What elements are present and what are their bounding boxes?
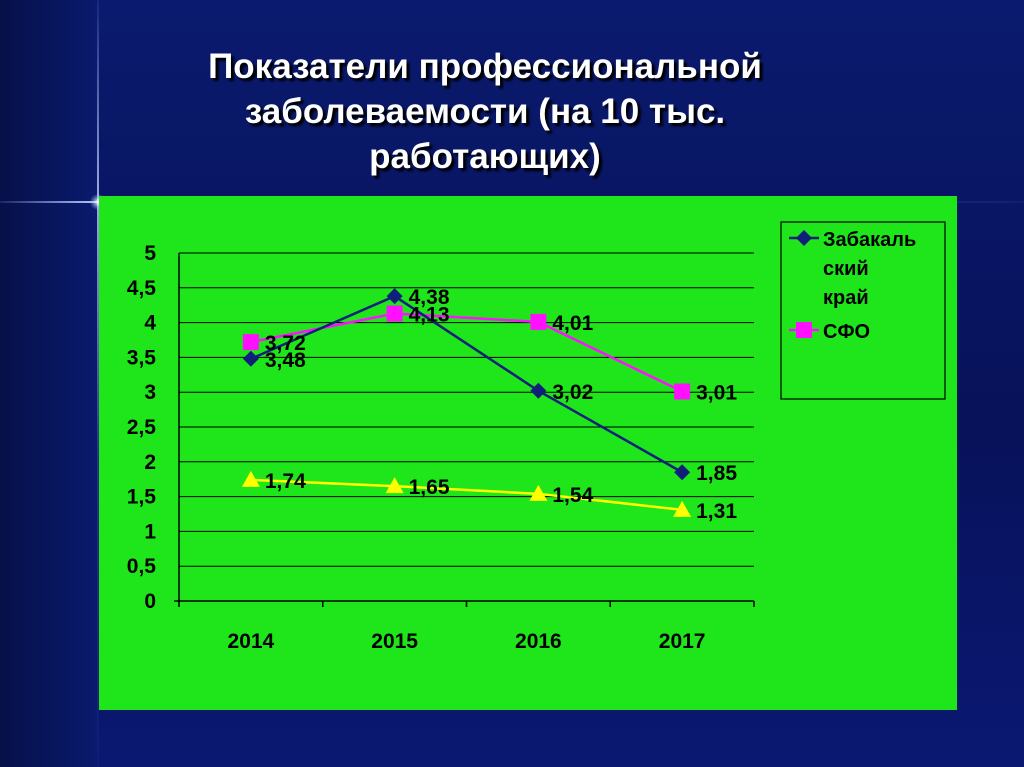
- data-label: 1,85: [696, 462, 737, 485]
- x-tick-label: 2017: [659, 630, 706, 653]
- data-label: 3,72: [265, 332, 306, 355]
- data-point: [673, 500, 692, 517]
- data-label: 1,54: [552, 484, 593, 507]
- data-label: 1,31: [696, 500, 737, 523]
- legend-label: СФО: [823, 321, 870, 343]
- series-line: [250, 478, 683, 512]
- series-line: [250, 294, 683, 474]
- y-tick-label: 0,5: [127, 555, 157, 578]
- legend-marker: [796, 322, 812, 338]
- data-label: 4,13: [409, 304, 450, 327]
- data-point: [242, 334, 259, 351]
- data-point: [385, 477, 404, 494]
- data-point: [529, 484, 548, 501]
- slide-title-line-1: Показатели профессиональной: [208, 47, 762, 86]
- legend-label: ский: [823, 258, 869, 280]
- y-tick-label: 0: [144, 590, 156, 613]
- y-tick-label: 3,5: [127, 346, 157, 369]
- slide-title-line-2: заболеваемости (на 10 тыс.: [244, 92, 726, 131]
- data-label: 1,65: [409, 476, 450, 499]
- slide-title: Показатели профессиональной заболеваемос…: [140, 44, 830, 179]
- chart-panel: 0 0,5 1 1,5 2 2,5 3 3,5 4 4,5 5 2014 2015 2016 2017 3,4…: [99, 196, 957, 710]
- legend-box: [780, 221, 946, 400]
- y-tick-label: 4,5: [127, 277, 157, 300]
- data-point: [242, 350, 259, 367]
- data-label: 3,01: [696, 382, 737, 405]
- y-tick-label: 2: [144, 451, 156, 474]
- data-point: [386, 305, 403, 322]
- legend-marker: [796, 230, 812, 246]
- y-tick-label: 1: [144, 520, 156, 543]
- data-label: 3,02: [552, 381, 593, 404]
- data-label: 4,01: [552, 312, 593, 335]
- data-point: [530, 382, 547, 399]
- legend-label: край: [823, 287, 869, 309]
- y-tick-label: 5: [144, 242, 156, 265]
- series-line: [250, 312, 683, 393]
- data-label: 1,74: [265, 470, 306, 493]
- data-label: 3,48: [265, 349, 306, 372]
- data-point: [386, 288, 403, 305]
- x-tick-label: 2014: [228, 630, 275, 653]
- light-streak-vertical: [97, 0, 99, 767]
- data-point: [674, 464, 691, 481]
- data-point: [241, 470, 260, 487]
- left-decor-band: [0, 0, 98, 767]
- x-tick-label: 2015: [371, 630, 418, 653]
- slide-title-line-3: работающих): [369, 137, 601, 176]
- y-tick-label: 1,5: [127, 486, 157, 509]
- x-tick-label: 2016: [515, 630, 562, 653]
- line-chart: 0 0,5 1 1,5 2 2,5 3 3,5 4 4,5 5 2014 2015 2016 2017 3,4…: [127, 221, 946, 653]
- y-tick-label: 2,5: [127, 416, 157, 439]
- data-point: [674, 383, 691, 400]
- data-point: [530, 313, 547, 330]
- data-label: 4,38: [409, 286, 450, 309]
- y-tick-label: 3: [144, 381, 156, 404]
- legend-label: Забакаль: [823, 229, 916, 251]
- y-tick-label: 4: [144, 312, 156, 335]
